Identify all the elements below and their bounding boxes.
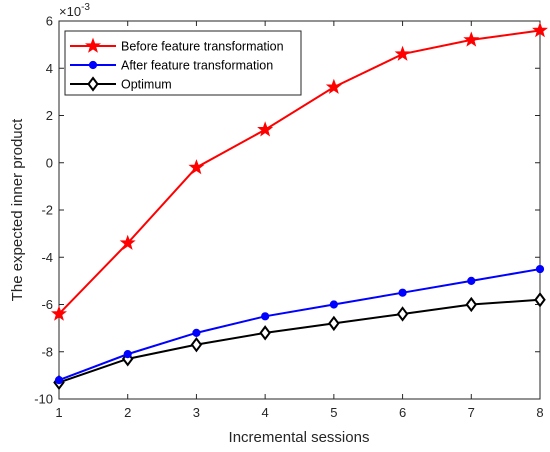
- axis-ticks: 1 2 3 4 5 6 7 8 -10 -8 -6 -4 -2 0 2 4 6: [34, 14, 543, 421]
- data-point: [465, 296, 478, 313]
- x-tick-label: 7: [468, 405, 475, 420]
- legend-item: After feature transformation: [70, 59, 273, 73]
- series-star: [51, 22, 548, 321]
- legend-label: Before feature transformation: [121, 40, 284, 54]
- legend-item: Before feature transformation: [70, 37, 284, 54]
- data-point: [328, 315, 340, 332]
- data-point: [261, 312, 270, 321]
- x-tick-label: 4: [262, 405, 269, 420]
- series-line: [58, 298, 541, 384]
- data-point: [257, 121, 274, 137]
- data-point: [325, 78, 342, 94]
- data-point: [119, 234, 136, 250]
- legend-marker: [88, 60, 98, 70]
- data-point: [51, 305, 67, 321]
- data-point: [329, 300, 338, 309]
- data-point: [532, 22, 548, 38]
- y-axis-exponent: -3: [81, 2, 90, 13]
- data-point: [394, 45, 411, 61]
- x-tick-label: 6: [399, 405, 406, 420]
- x-tick-label: 8: [536, 405, 543, 420]
- data-point: [259, 325, 271, 341]
- y-tick-label: 0: [46, 155, 53, 170]
- series-filled-circle: [54, 264, 545, 385]
- y-tick-label: 4: [46, 61, 53, 76]
- x-tick-label: 1: [55, 405, 62, 420]
- y-axis-multiplier: ×10-3: [59, 2, 90, 19]
- data-point: [535, 264, 545, 274]
- x-tick-label: 3: [193, 405, 200, 420]
- data-point: [123, 350, 132, 359]
- data-point: [190, 336, 203, 353]
- data-point: [396, 306, 409, 322]
- y-tick-label: -6: [41, 297, 53, 312]
- x-tick-label: 5: [330, 405, 337, 420]
- data-point: [188, 159, 205, 175]
- y-axis-label: The expected inner product: [9, 118, 26, 301]
- series-group: [51, 22, 548, 391]
- series-open-diamond: [53, 292, 546, 391]
- data-point: [463, 31, 480, 47]
- y-tick-label: -8: [41, 344, 53, 359]
- legend-label: After feature transformation: [121, 59, 273, 73]
- y-tick-label: 6: [46, 14, 53, 29]
- data-point: [54, 376, 64, 385]
- series-line: [58, 29, 541, 315]
- data-point: [534, 292, 546, 308]
- legend-item: Optimum: [70, 76, 172, 92]
- data-point: [192, 328, 201, 337]
- legend-marker: [87, 76, 99, 92]
- legend-label: Optimum: [121, 78, 172, 92]
- data-point: [398, 288, 407, 297]
- y-tick-label: 2: [46, 108, 53, 123]
- legend: Before feature transformation After featu…: [64, 30, 302, 96]
- y-tick-label: -10: [34, 392, 53, 407]
- series-line: [58, 268, 541, 382]
- y-tick-label: -4: [41, 250, 53, 265]
- x-axis-label: Incremental sessions: [229, 429, 370, 446]
- data-point: [467, 276, 476, 285]
- y-tick-label: -2: [41, 203, 53, 218]
- legend-marker: [85, 37, 101, 53]
- x-tick-label: 2: [124, 405, 131, 420]
